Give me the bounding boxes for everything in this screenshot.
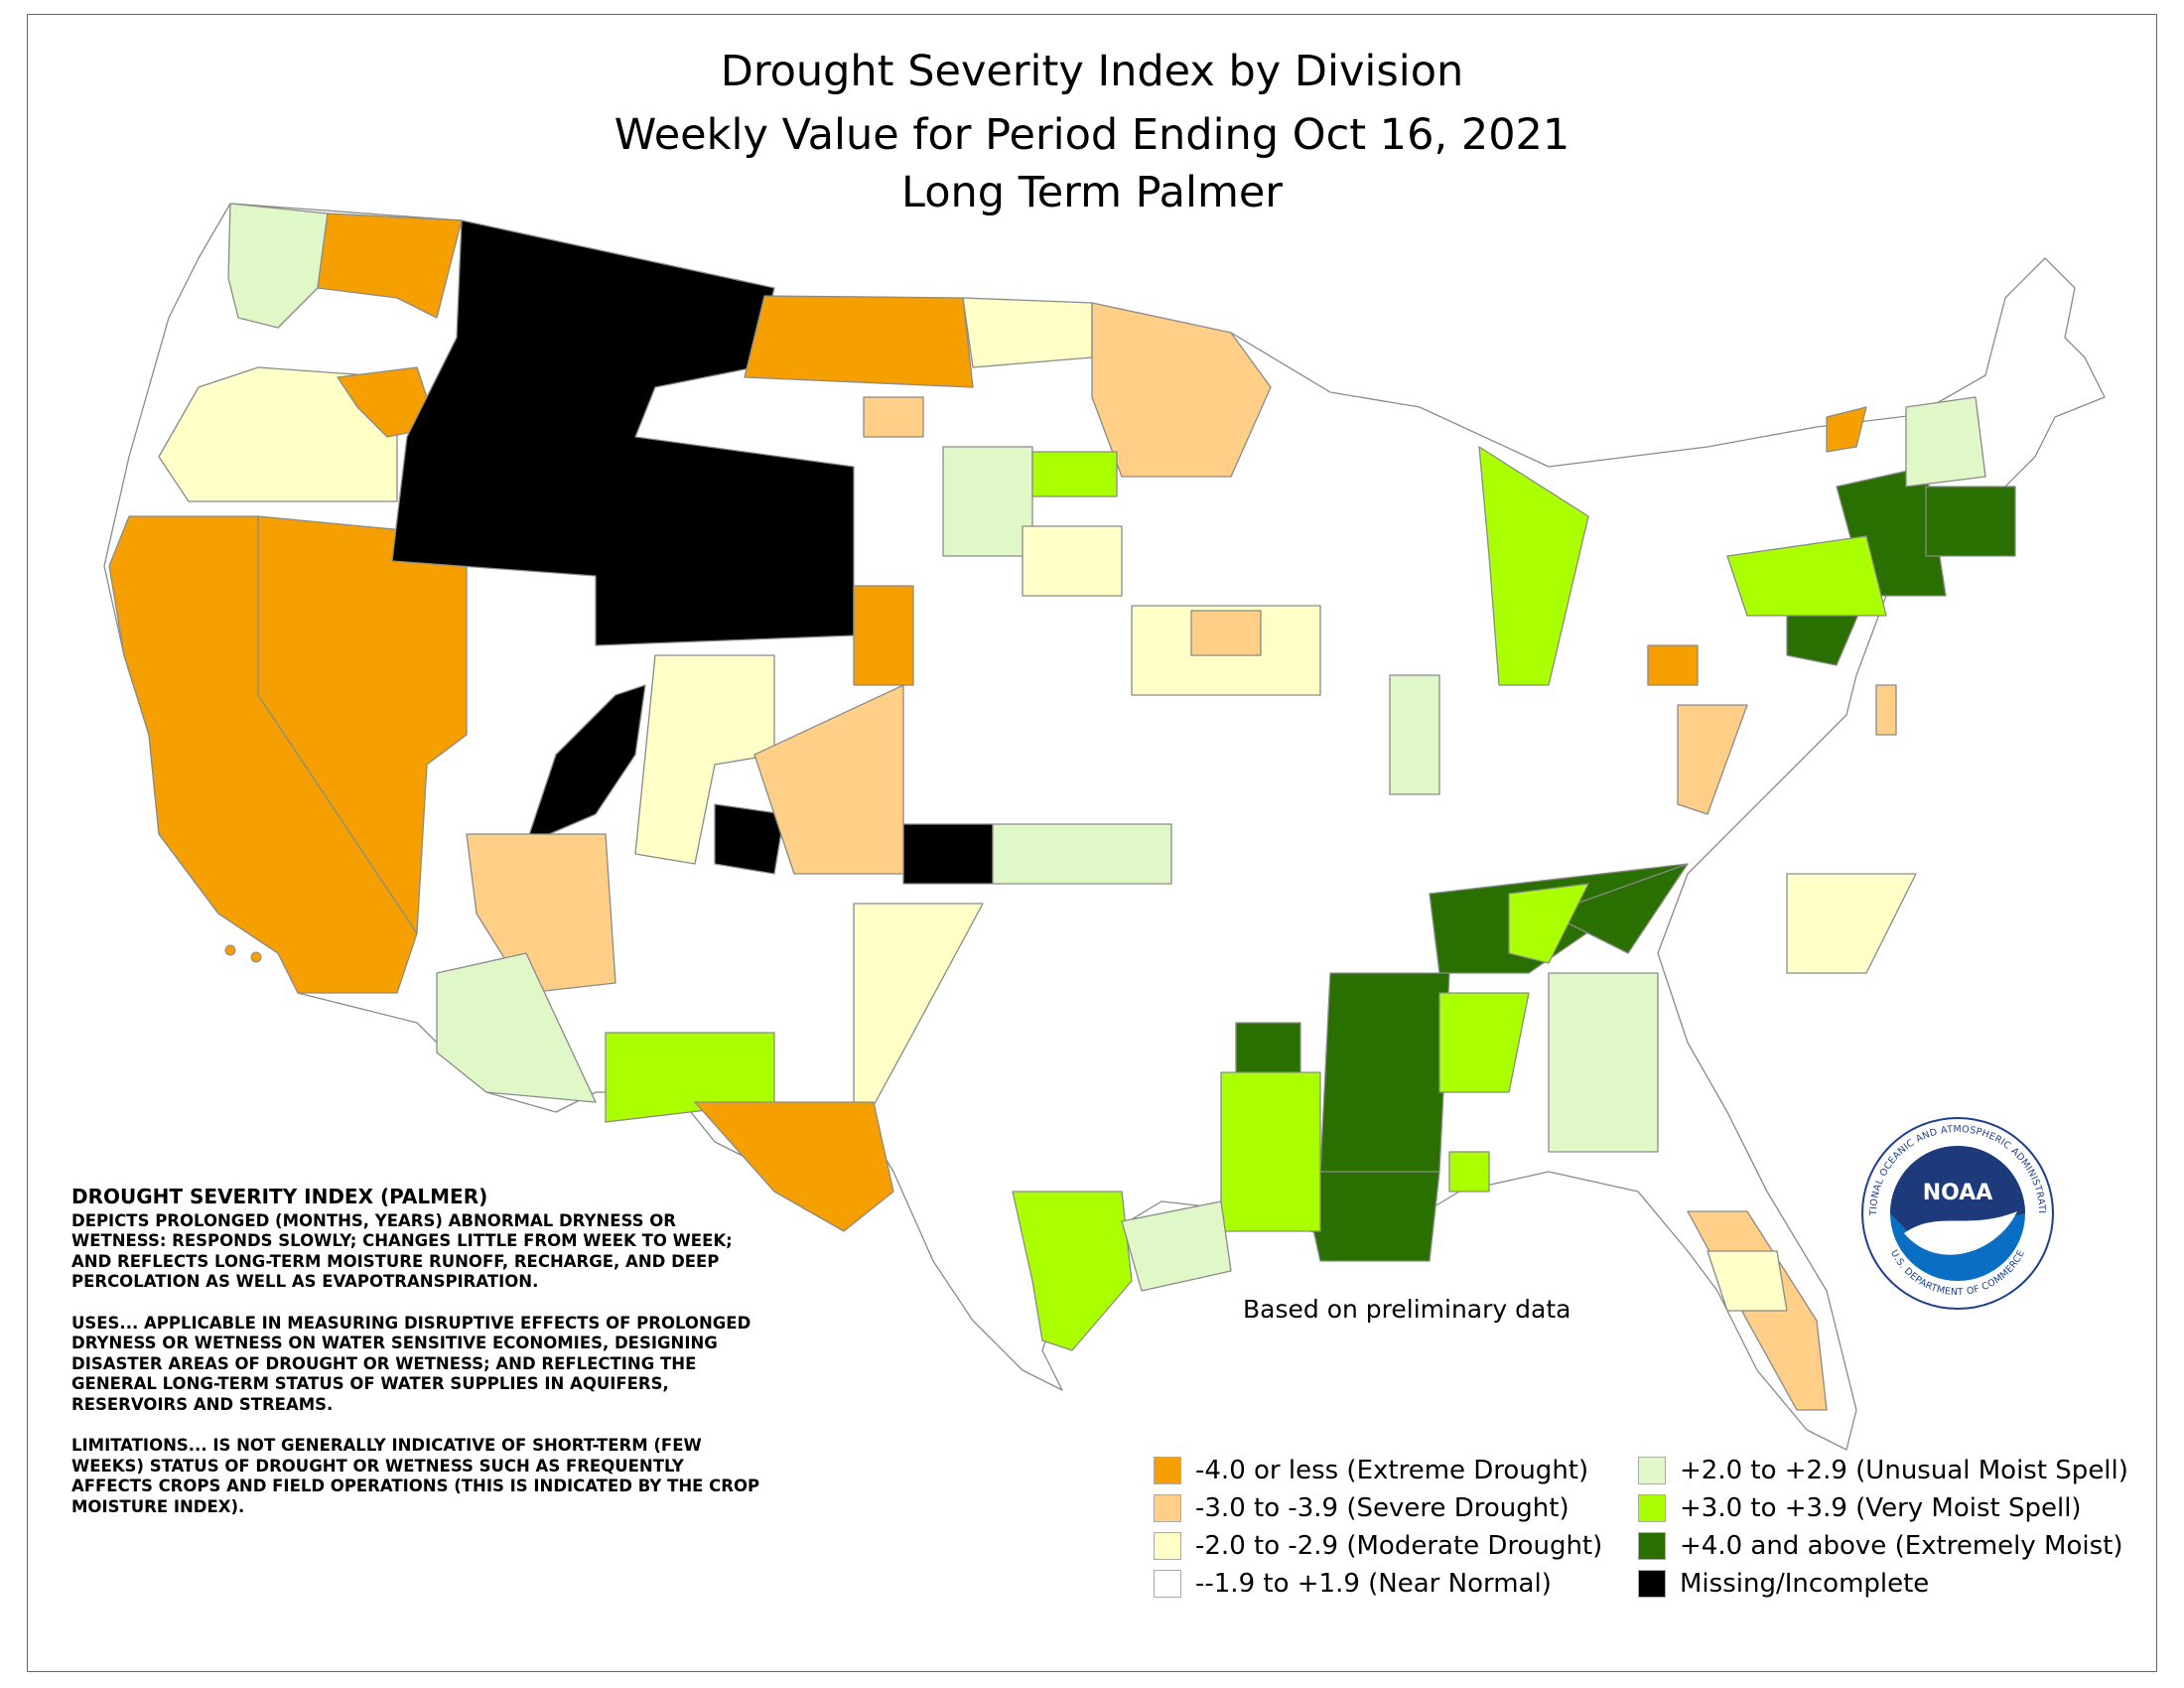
region-missing-colorado bbox=[714, 803, 785, 875]
region-nc-dry bbox=[1786, 873, 1917, 974]
region-sd-moist bbox=[942, 446, 1033, 557]
region-oregon bbox=[158, 366, 398, 502]
legend-swatch bbox=[1638, 1457, 1666, 1484]
description-heading: DROUGHT SEVERITY INDEX (PALMER) bbox=[71, 1185, 488, 1208]
region-tn-very bbox=[1508, 883, 1589, 964]
description-limitations: LIMITATIONS... IS NOT GENERALLY INDICATI… bbox=[71, 1436, 760, 1516]
region-minnesota bbox=[1091, 302, 1272, 478]
region-ne-dry bbox=[1022, 525, 1123, 597]
region-arizona-moist bbox=[436, 952, 597, 1103]
description-depicts: DEPICTS PROLONGED (MONTHS, YEARS) ABNORM… bbox=[71, 1210, 733, 1292]
map-subtitle: Weekly Value for Period Ending Oct 16, 2… bbox=[614, 110, 1570, 160]
description-uses: USES... APPLICABLE IN MEASURING DISRUPTI… bbox=[71, 1313, 751, 1414]
region-sd-dry bbox=[863, 396, 924, 438]
preliminary-note: Based on preliminary data bbox=[1243, 1295, 1571, 1324]
region-in-moist bbox=[1389, 674, 1440, 795]
region-ne-green bbox=[1925, 486, 2016, 557]
map-index-name: Long Term Palmer bbox=[901, 168, 1283, 217]
map-title: Drought Severity Index by Division bbox=[720, 47, 1464, 96]
legend-swatch bbox=[1154, 1532, 1181, 1560]
legend-item: +4.0 and above (Extremely Moist) bbox=[1638, 1531, 2122, 1561]
region-tx-moist bbox=[1121, 1200, 1232, 1292]
region-nm-dry bbox=[853, 903, 984, 1143]
region-ne-very bbox=[1726, 535, 1887, 617]
legend-item: Missing/Incomplete bbox=[1638, 1569, 1929, 1599]
region-michigan-very bbox=[1478, 446, 1589, 686]
legend-item: -2.0 to -2.9 (Moderate Drought) bbox=[1154, 1531, 1602, 1561]
legend-label: -2.0 to -2.9 (Moderate Drought) bbox=[1195, 1531, 1603, 1561]
legend-swatch bbox=[1154, 1570, 1181, 1598]
region-missing-kansas bbox=[902, 823, 994, 885]
region-nd-east bbox=[962, 297, 1093, 368]
channel-island-1 bbox=[224, 944, 236, 956]
region-vt-moist bbox=[1905, 396, 1986, 488]
legend-item: --1.9 to +1.9 (Near Normal) bbox=[1154, 1569, 1552, 1599]
noaa-logo-text: NOAA bbox=[1923, 1181, 1993, 1205]
legend-swatch bbox=[1638, 1570, 1666, 1598]
legend-item: -4.0 or less (Extreme Drought) bbox=[1154, 1456, 1588, 1485]
legend-label: +3.0 to +3.9 (Very Moist Spell) bbox=[1680, 1493, 2082, 1523]
region-ny-extreme bbox=[1826, 406, 1867, 453]
legend-label: +2.0 to +2.9 (Unusual Moist Spell) bbox=[1680, 1456, 2128, 1485]
region-utah-dry bbox=[634, 654, 775, 865]
legend-label: +4.0 and above (Extremely Moist) bbox=[1680, 1531, 2123, 1561]
legend-label: Missing/Incomplete bbox=[1680, 1569, 1930, 1599]
region-ga-moist bbox=[1548, 972, 1659, 1153]
region-al-very bbox=[1448, 1151, 1490, 1193]
legend-swatch bbox=[1154, 1457, 1181, 1484]
legend-item: -3.0 to -3.9 (Severe Drought) bbox=[1154, 1493, 1570, 1523]
region-tx-west bbox=[694, 1101, 894, 1232]
legend-label: -4.0 or less (Extreme Drought) bbox=[1195, 1456, 1589, 1485]
region-sd-very bbox=[1031, 451, 1118, 497]
region-wy-east bbox=[853, 585, 914, 686]
index-description: DROUGHT SEVERITY INDEX (PALMER) DEPICTS … bbox=[71, 1187, 766, 1538]
region-arizona-dry bbox=[466, 833, 616, 994]
region-wa-east bbox=[317, 212, 463, 319]
legend-item: +2.0 to +2.9 (Unusual Moist Spell) bbox=[1638, 1456, 2128, 1485]
region-la-green bbox=[1299, 1171, 1440, 1262]
region-iowa-severe bbox=[1190, 610, 1262, 656]
region-tn-green bbox=[1548, 863, 1689, 954]
region-ohio-severe bbox=[1647, 644, 1699, 686]
region-nd-west bbox=[744, 295, 974, 388]
region-nj-severe bbox=[1875, 684, 1897, 736]
figure-frame bbox=[27, 14, 2157, 1672]
noaa-logo: NOAA NATIONAL OCEANIC AND ATMOSPHERIC AD… bbox=[1858, 1114, 2054, 1310]
region-la-very bbox=[1220, 1071, 1321, 1232]
region-kansas-moist bbox=[992, 823, 1172, 885]
region-colorado-dry bbox=[753, 684, 904, 875]
region-tx-very bbox=[1012, 1191, 1133, 1351]
legend-label: --1.9 to +1.9 (Near Normal) bbox=[1195, 1569, 1552, 1599]
channel-island-2 bbox=[250, 951, 262, 963]
legend-swatch bbox=[1638, 1532, 1666, 1560]
region-wv-dry bbox=[1677, 704, 1748, 815]
region-fl-dry bbox=[1706, 1250, 1788, 1312]
legend-swatch bbox=[1154, 1494, 1181, 1522]
legend-swatch bbox=[1638, 1494, 1666, 1522]
legend-label: -3.0 to -3.9 (Severe Drought) bbox=[1195, 1493, 1570, 1523]
legend-item: +3.0 to +3.9 (Very Moist Spell) bbox=[1638, 1493, 2082, 1523]
region-ms-very bbox=[1438, 992, 1530, 1093]
region-ms-green bbox=[1319, 972, 1450, 1173]
